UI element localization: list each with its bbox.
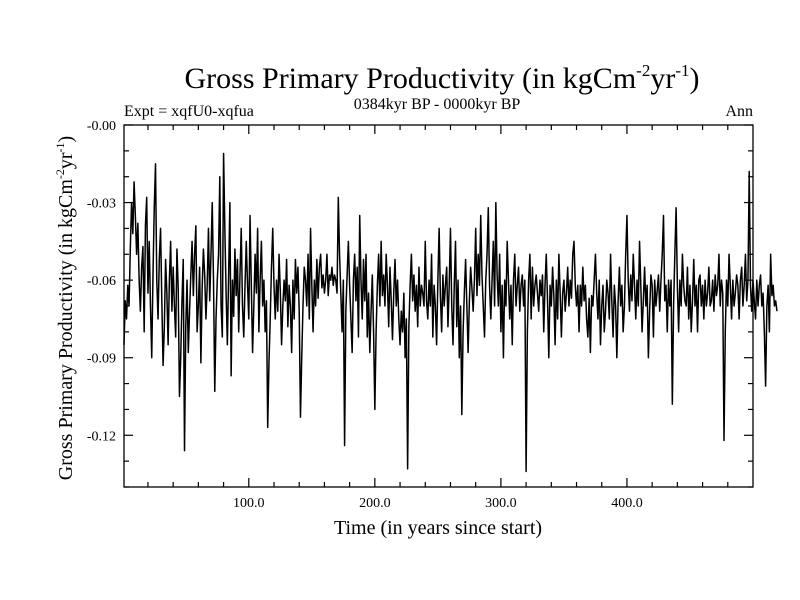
- axis-tick-labels: 100.0 200.0 300.0 400.0 -0.00 -0.03 -0.06 -0.09…: [87, 119, 643, 511]
- series-line: [123, 152, 778, 473]
- y-tick-label: -0.06: [87, 274, 116, 289]
- subtitle-right: Ann: [725, 103, 753, 120]
- x-tick-label: 100.0: [233, 496, 265, 511]
- y-axis-label: Gross Primary Productivity (in kgCm-2yr-…: [53, 136, 77, 480]
- x-tick-label: 400.0: [611, 496, 643, 511]
- x-tick-label: 300.0: [485, 496, 517, 511]
- plot-frame: [123, 124, 754, 488]
- subtitle-left: Expt = xqfU0-xqfua: [124, 103, 254, 120]
- y-tick-label: -0.00: [87, 119, 116, 134]
- y-tick-label: -0.12: [87, 429, 116, 444]
- axis-ticks: [124, 124, 753, 488]
- y-tick-label: -0.09: [87, 352, 116, 367]
- x-tick-label: 200.0: [359, 496, 391, 511]
- x-axis-label: Time (in years since start): [334, 517, 542, 539]
- y-tick-label: -0.03: [87, 197, 116, 212]
- chart-title: Gross Primary Productivity (in kgCm-2yr-…: [185, 61, 700, 95]
- subtitle-center: 0384kyr BP - 0000kyr BP: [354, 96, 521, 113]
